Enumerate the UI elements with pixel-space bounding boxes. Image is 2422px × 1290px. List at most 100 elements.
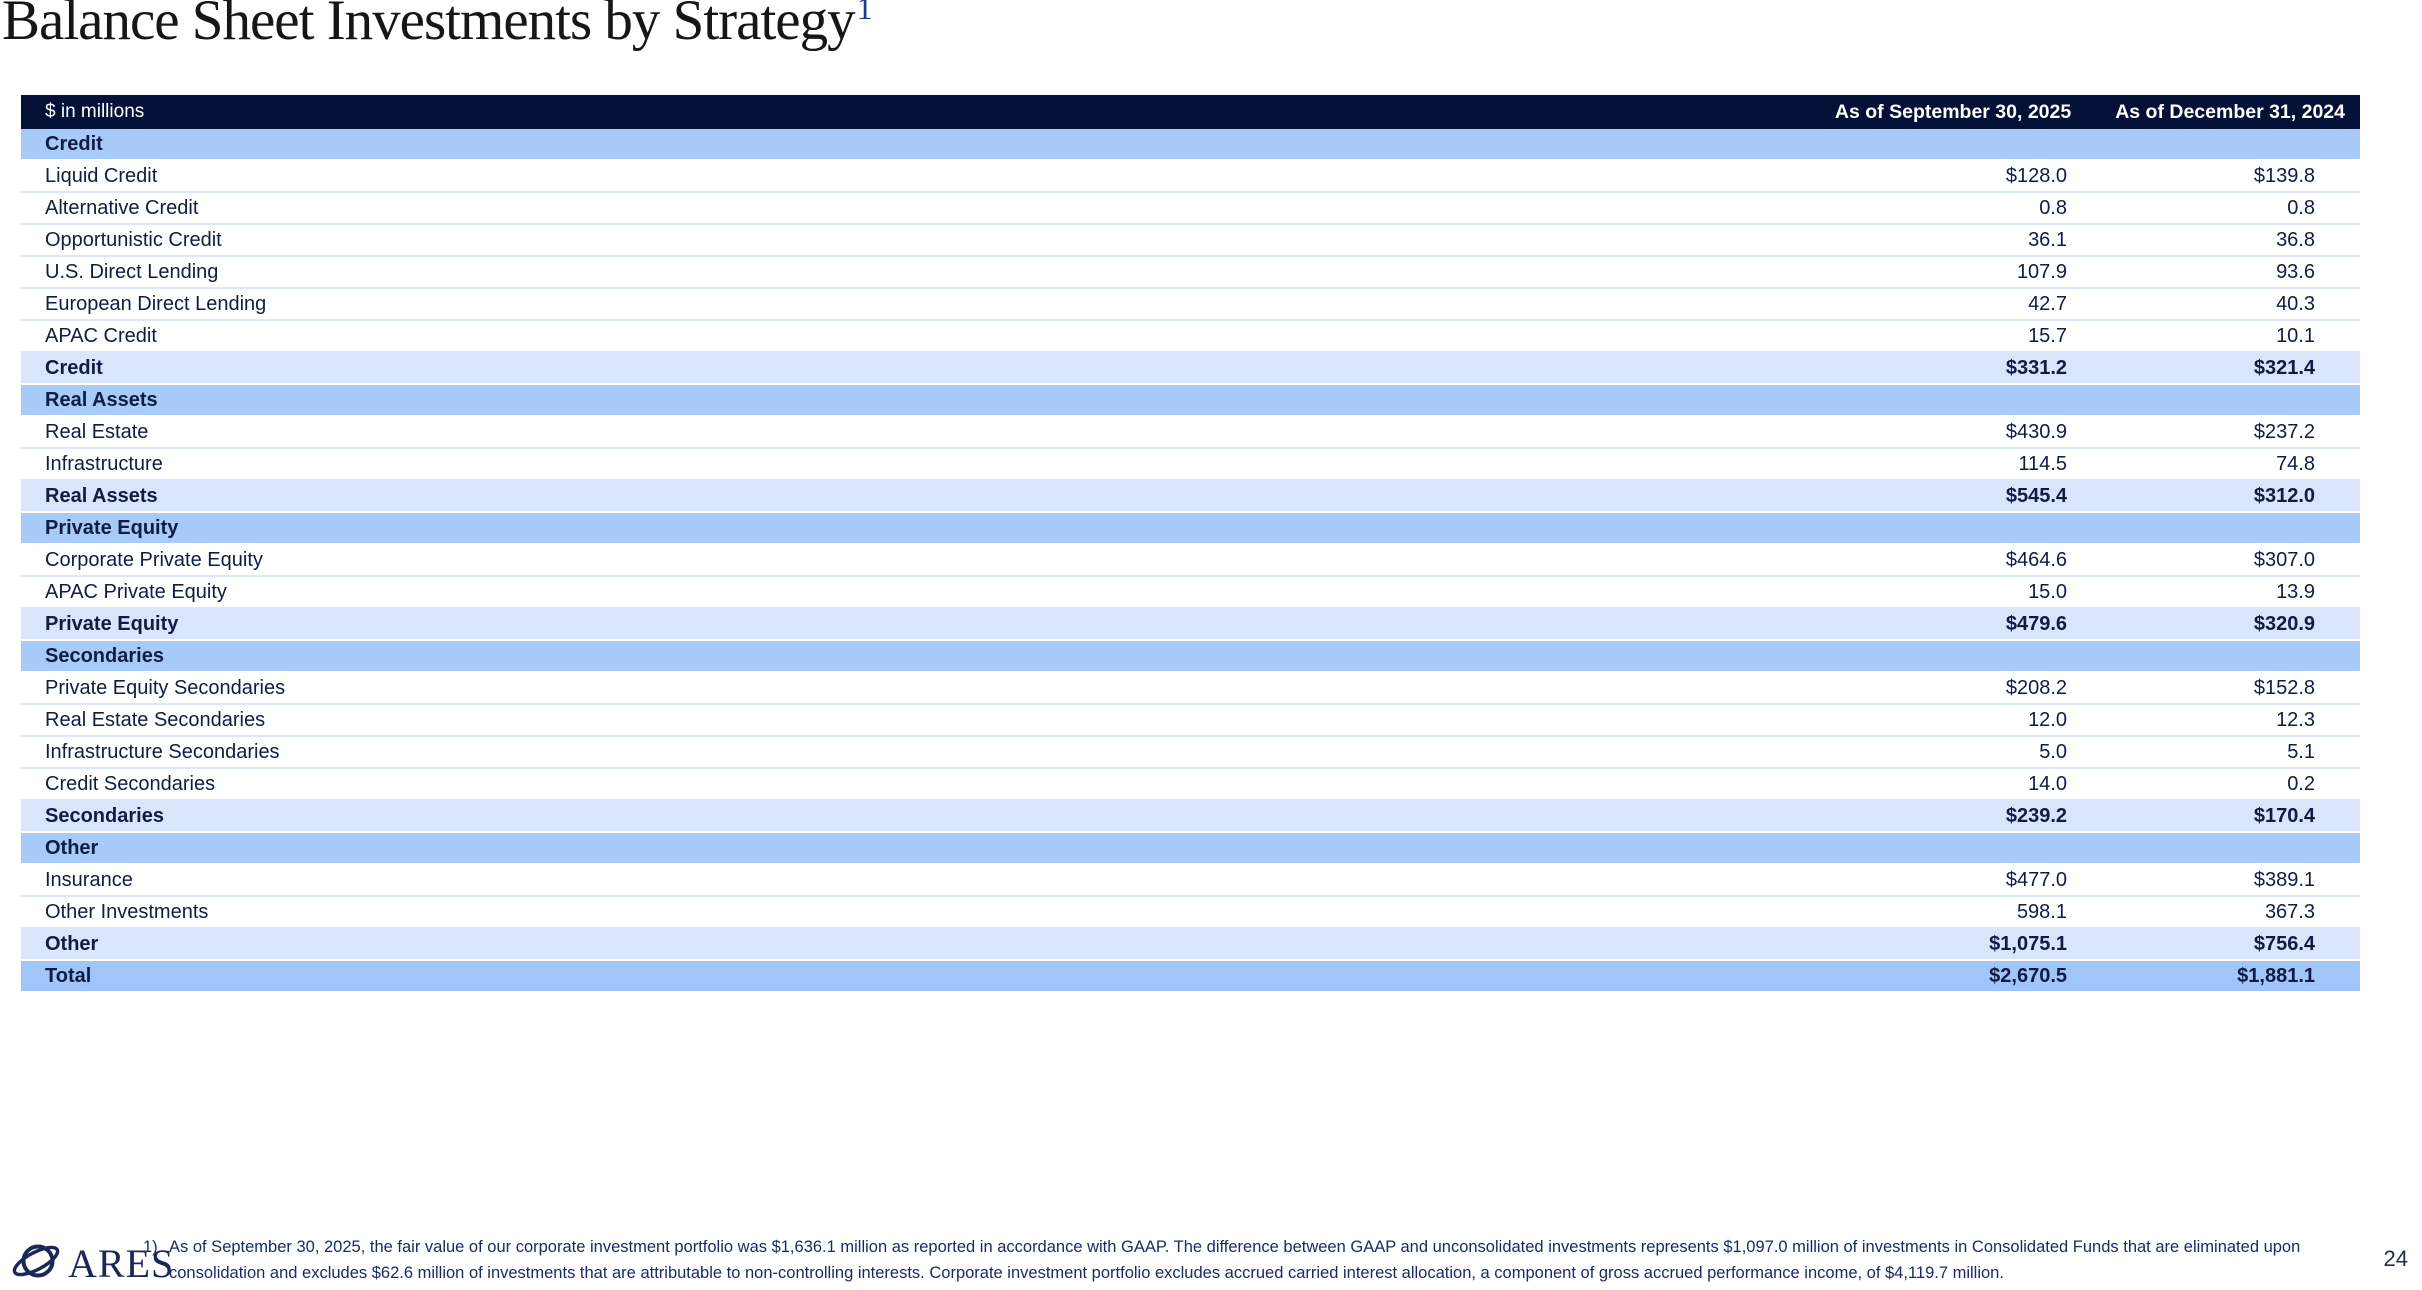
- row-value-sep-30-2025: 42.7: [2028, 292, 2067, 315]
- row-value-dec-31-2024: 10.1: [2276, 324, 2315, 347]
- table-row: Credit Secondaries 14.0 0.2: [21, 769, 2360, 801]
- row-value-dec-31-2024: 12.3: [2276, 708, 2315, 731]
- row-value-sep-30-2025: $464.6: [2005, 548, 2067, 571]
- footnote: 1) As of September 30, 2025, the fair va…: [143, 1234, 2358, 1286]
- page-number: 24: [2383, 1246, 2408, 1271]
- table-row: Real Assets: [21, 385, 2360, 417]
- row-label: U.S. Direct Lending: [45, 260, 219, 283]
- row-value-dec-31-2024: $237.2: [2253, 420, 2315, 443]
- row-label: Real Estate: [45, 420, 149, 443]
- table-row: Secondaries: [21, 641, 2360, 673]
- row-value-sep-30-2025: 5.0: [2039, 740, 2067, 763]
- row-label: Total: [45, 964, 92, 987]
- table-row: Private Equity $479.6 $320.9: [21, 609, 2360, 641]
- row-value-dec-31-2024: $307.0: [2253, 548, 2315, 571]
- table-row: Corporate Private Equity $464.6 $307.0: [21, 545, 2360, 577]
- footnote-marker: 1): [143, 1238, 158, 1256]
- row-value-sep-30-2025: 0.8: [2039, 196, 2067, 219]
- row-label: Other: [45, 836, 99, 859]
- row-value-dec-31-2024: $152.8: [2253, 676, 2315, 699]
- row-value-sep-30-2025: $331.2: [2005, 356, 2067, 379]
- investments-table: $ in millions As of September 30, 2025 A…: [21, 95, 2360, 993]
- globe-orbit-icon: [10, 1237, 64, 1290]
- ares-wordmark: ARES: [68, 1240, 175, 1286]
- row-value-dec-31-2024: $139.8: [2253, 164, 2315, 187]
- row-value-sep-30-2025: 36.1: [2028, 228, 2067, 251]
- table-row: Infrastructure Secondaries 5.0 5.1: [21, 737, 2360, 769]
- table-row: Infrastructure 114.5 74.8: [21, 449, 2360, 481]
- row-value-sep-30-2025: $545.4: [2005, 484, 2067, 507]
- table-row: Private Equity: [21, 513, 2360, 545]
- row-value-sep-30-2025: $479.6: [2005, 612, 2067, 635]
- row-value-dec-31-2024: $320.9: [2253, 612, 2315, 635]
- row-label: Secondaries: [45, 804, 164, 827]
- table-body: Credit Liquid Credit $128.0 $139.8 Alter…: [21, 129, 2360, 993]
- table-row: Real Estate Secondaries 12.0 12.3: [21, 705, 2360, 737]
- title-footnote-ref: 1: [856, 0, 873, 26]
- row-label: Real Assets: [45, 484, 158, 507]
- table-row: Liquid Credit $128.0 $139.8: [21, 161, 2360, 193]
- row-label: Real Assets: [45, 388, 158, 411]
- row-label: Credit: [45, 356, 103, 379]
- column-header-dec-31-2024: As of December 31, 2024: [2115, 100, 2345, 123]
- table-header-row: $ in millions As of September 30, 2025 A…: [21, 95, 2360, 129]
- row-value-dec-31-2024: 40.3: [2276, 292, 2315, 315]
- row-label: Alternative Credit: [45, 196, 199, 219]
- row-label: Infrastructure: [45, 452, 163, 475]
- row-label: APAC Private Equity: [45, 580, 227, 603]
- row-value-sep-30-2025: $2,670.5: [1989, 964, 2067, 987]
- row-value-sep-30-2025: $239.2: [2005, 804, 2067, 827]
- row-label: Private Equity: [45, 516, 179, 539]
- table-row: Other Investments 598.1 367.3: [21, 897, 2360, 929]
- page-title: Balance Sheet Investments by Strategy1: [2, 0, 873, 53]
- unit-label: $ in millions: [45, 101, 145, 122]
- row-label: European Direct Lending: [45, 292, 267, 315]
- table-row: Opportunistic Credit 36.1 36.8: [21, 225, 2360, 257]
- row-label: Other Investments: [45, 900, 209, 923]
- table-row: Credit $331.2 $321.4: [21, 353, 2360, 385]
- row-value-dec-31-2024: 0.2: [2287, 772, 2315, 795]
- row-value-sep-30-2025: 598.1: [2016, 900, 2067, 923]
- row-value-dec-31-2024: 0.8: [2287, 196, 2315, 219]
- row-label: Secondaries: [45, 644, 164, 667]
- table-row: Secondaries $239.2 $170.4: [21, 801, 2360, 833]
- table-row: Total $2,670.5 $1,881.1: [21, 961, 2360, 993]
- row-value-sep-30-2025: 114.5: [2018, 452, 2067, 475]
- row-value-dec-31-2024: 93.6: [2276, 260, 2315, 283]
- row-label: Infrastructure Secondaries: [45, 740, 280, 763]
- table-row: Alternative Credit 0.8 0.8: [21, 193, 2360, 225]
- table-row: Other $1,075.1 $756.4: [21, 929, 2360, 961]
- table-row: APAC Private Equity 15.0 13.9: [21, 577, 2360, 609]
- row-label: Credit: [45, 132, 103, 155]
- table-row: Other: [21, 833, 2360, 865]
- row-value-sep-30-2025: $477.0: [2005, 868, 2067, 891]
- table-row: Insurance $477.0 $389.1: [21, 865, 2360, 897]
- row-label: Other: [45, 932, 99, 955]
- footnote-text: As of September 30, 2025, the fair value…: [169, 1238, 2301, 1282]
- row-value-dec-31-2024: $170.4: [2253, 804, 2315, 827]
- row-value-dec-31-2024: 367.3: [2264, 900, 2315, 923]
- row-value-sep-30-2025: 107.9: [2016, 260, 2067, 283]
- row-label: Liquid Credit: [45, 164, 158, 187]
- row-value-sep-30-2025: $430.9: [2005, 420, 2067, 443]
- table-row: European Direct Lending 42.7 40.3: [21, 289, 2360, 321]
- row-value-sep-30-2025: 15.0: [2028, 580, 2067, 603]
- ares-logo: ARES: [10, 1237, 174, 1290]
- row-value-sep-30-2025: $1,075.1: [1989, 932, 2067, 955]
- row-value-dec-31-2024: $312.0: [2253, 484, 2315, 507]
- table-row: Real Estate $430.9 $237.2: [21, 417, 2360, 449]
- table-row: Private Equity Secondaries $208.2 $152.8: [21, 673, 2360, 705]
- table-row: APAC Credit 15.7 10.1: [21, 321, 2360, 353]
- row-label: APAC Credit: [45, 324, 157, 347]
- row-value-dec-31-2024: 74.8: [2276, 452, 2315, 475]
- row-label: Private Equity Secondaries: [45, 676, 286, 699]
- row-value-dec-31-2024: $321.4: [2253, 356, 2315, 379]
- row-label: Real Estate Secondaries: [45, 708, 266, 731]
- row-value-sep-30-2025: $208.2: [2005, 676, 2067, 699]
- table-row: Credit: [21, 129, 2360, 161]
- row-value-sep-30-2025: 12.0: [2028, 708, 2067, 731]
- column-header-sep-30-2025: As of September 30, 2025: [1834, 100, 2072, 123]
- row-value-sep-30-2025: 14.0: [2028, 772, 2067, 795]
- table-row: Real Assets $545.4 $312.0: [21, 481, 2360, 513]
- row-value-dec-31-2024: $756.4: [2253, 932, 2315, 955]
